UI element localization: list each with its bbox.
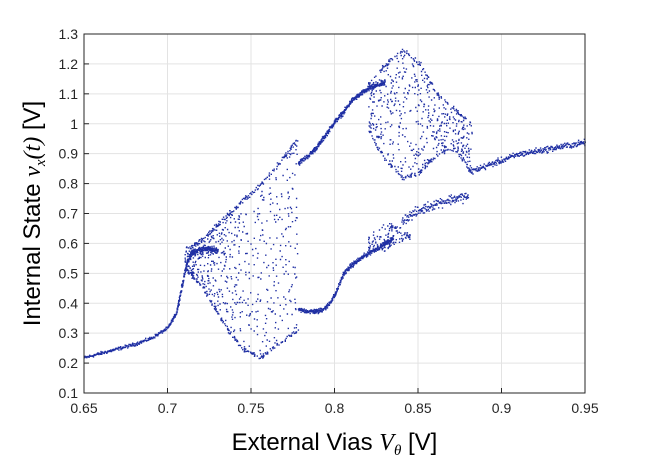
y-tick-label: 1.3 <box>59 26 79 42</box>
y-axis-label: Internal State vx(t) [V] <box>19 101 49 326</box>
y-tick-label: 0.1 <box>59 385 79 401</box>
y-axis-label-prefix: Internal State <box>19 177 46 326</box>
x-axis-label-var: V <box>379 430 396 456</box>
y-axis-label-var: v <box>20 166 46 177</box>
y-tick-label: 1.1 <box>59 86 79 102</box>
x-tick-label: 0.7 <box>158 400 178 416</box>
x-tick-label: 0.8 <box>325 400 345 416</box>
y-tick-label: 0.9 <box>59 146 79 162</box>
y-tick-label: 0.7 <box>59 206 79 222</box>
y-axis-label-suffix: [V] <box>19 101 46 137</box>
y-tick-label: 0.6 <box>59 235 79 251</box>
y-tick-label: 0.8 <box>59 176 79 192</box>
y-tick-label: 1 <box>70 116 78 132</box>
x-axis-label-suffix: [V] <box>401 429 437 456</box>
x-tick-label: 0.95 <box>571 400 598 416</box>
y-tick-label: 0.2 <box>59 355 79 371</box>
x-tick-label: 0.65 <box>70 400 97 416</box>
y-tick-label: 0.3 <box>59 325 79 341</box>
x-tick-labels: 0.65 0.7 0.75 0.8 0.85 0.9 0.95 <box>70 388 599 416</box>
x-tick-label: 0.9 <box>492 400 512 416</box>
y-tick-label: 1.2 <box>59 56 79 72</box>
scatter-points <box>84 48 586 360</box>
x-axis-label: External Vias Vθ [V] <box>232 429 438 459</box>
y-axis-label-arg: (t) <box>20 137 46 160</box>
x-axis-label-prefix: External Vias <box>232 429 380 456</box>
x-axis-label-sub: θ <box>394 443 402 459</box>
scatter-point-cloud <box>84 48 586 360</box>
x-tick-label: 0.75 <box>237 400 264 416</box>
y-axis-label-sub: x <box>33 159 49 167</box>
x-tick-label: 0.85 <box>404 400 431 416</box>
y-tick-label: 0.4 <box>59 295 79 311</box>
y-tick-label: 0.5 <box>59 265 79 281</box>
y-tick-labels: 0.1 0.2 0.3 0.4 0.5 0.6 0.7 0.8 0.9 1 1.1 1.2 1.3 <box>59 26 89 401</box>
